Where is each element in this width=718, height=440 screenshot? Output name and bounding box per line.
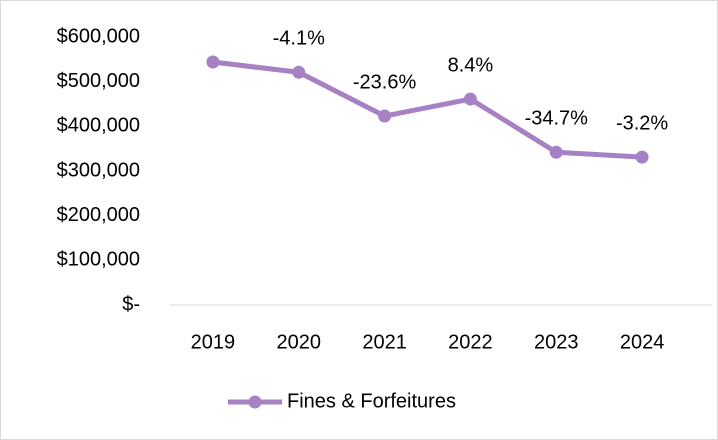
- point: [378, 109, 392, 123]
- x-tick-label: 2022: [448, 331, 493, 353]
- x-tick-label: 2021: [362, 331, 407, 353]
- point: [549, 145, 563, 159]
- y-tick-label: $100,000: [57, 249, 140, 271]
- legend-marker: [248, 395, 262, 409]
- x-tick-label: 2024: [620, 331, 665, 353]
- y-tick-label: $-: [122, 293, 140, 315]
- point: [635, 150, 649, 164]
- legend-label: Fines & Forfeitures: [287, 390, 456, 412]
- y-tick-label: $200,000: [57, 204, 140, 226]
- point: [463, 92, 477, 106]
- series-line: [212, 59, 643, 160]
- change-label: -34.7%: [525, 108, 589, 130]
- point: [292, 65, 306, 79]
- x-tick-label: 2023: [534, 331, 579, 353]
- change-label: -3.2%: [616, 112, 668, 134]
- change-label: 8.4%: [448, 54, 494, 76]
- change-label: -23.6%: [353, 71, 417, 93]
- x-tick-label: 2019: [191, 331, 236, 353]
- y-tick-label: $500,000: [57, 70, 140, 92]
- change-label: -4.1%: [273, 28, 325, 50]
- y-tick-label: $300,000: [57, 159, 140, 181]
- x-tick-label: 2020: [277, 331, 322, 353]
- y-tick-label: $600,000: [57, 25, 140, 47]
- point: [206, 55, 220, 69]
- y-tick-label: $400,000: [57, 115, 140, 137]
